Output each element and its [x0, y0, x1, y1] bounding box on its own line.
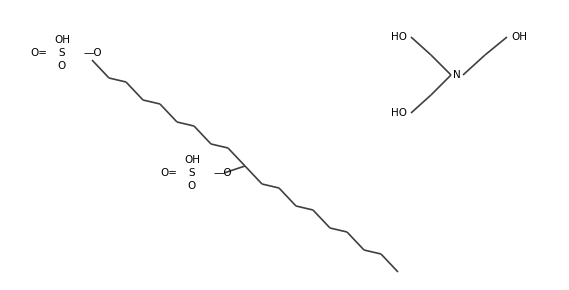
Text: HO: HO — [391, 32, 407, 42]
Text: O: O — [188, 181, 196, 191]
Text: —O: —O — [84, 48, 102, 58]
Text: HO: HO — [391, 108, 407, 118]
Text: —O: —O — [214, 168, 233, 178]
Text: O=: O= — [160, 168, 177, 178]
Text: O=: O= — [30, 48, 47, 58]
Text: OH: OH — [54, 35, 70, 45]
Text: N: N — [453, 70, 461, 80]
Text: OH: OH — [184, 155, 200, 165]
Text: S: S — [189, 168, 195, 178]
Text: OH: OH — [511, 32, 527, 42]
Text: O: O — [58, 61, 66, 71]
Text: S: S — [59, 48, 65, 58]
